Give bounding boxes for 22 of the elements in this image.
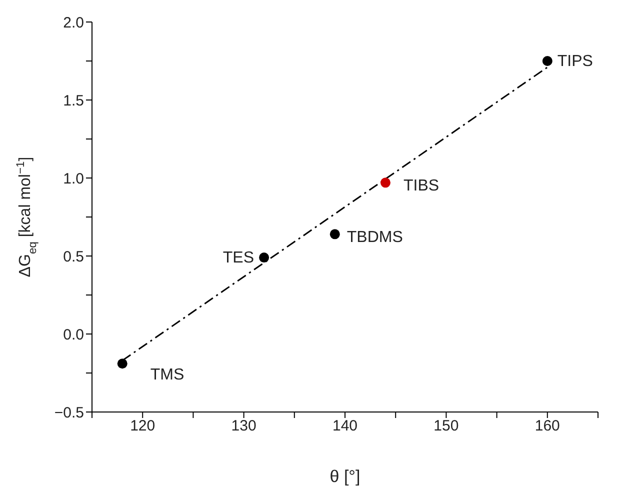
annotation: TIBS bbox=[403, 178, 440, 195]
point bbox=[259, 252, 270, 263]
point bbox=[380, 178, 390, 188]
x-tick-label: 140 bbox=[332, 418, 358, 435]
y-tick-label: 0.0 bbox=[63, 326, 84, 344]
annotation: TMS bbox=[150, 366, 184, 384]
x-tick-label: 120 bbox=[130, 418, 156, 435]
point bbox=[117, 358, 128, 369]
y-tick-label: 1.5 bbox=[63, 92, 84, 110]
annotation: TIPS bbox=[557, 53, 593, 70]
y-tick-label: 0.5 bbox=[63, 248, 84, 266]
point bbox=[542, 56, 552, 66]
y-tick-label: −0.5 bbox=[54, 404, 84, 422]
x-tick-label: 150 bbox=[434, 418, 459, 435]
x-tick-label: 130 bbox=[231, 418, 256, 435]
point bbox=[330, 229, 340, 240]
x-tick-label: 160 bbox=[534, 418, 560, 435]
annotation: TBDMS bbox=[346, 229, 403, 246]
annotation: TES bbox=[222, 250, 254, 267]
y-tick-label: 2.0 bbox=[63, 14, 84, 32]
y-tick-label: 1.0 bbox=[63, 170, 84, 188]
x-axis-title: θ [°] bbox=[330, 467, 360, 486]
